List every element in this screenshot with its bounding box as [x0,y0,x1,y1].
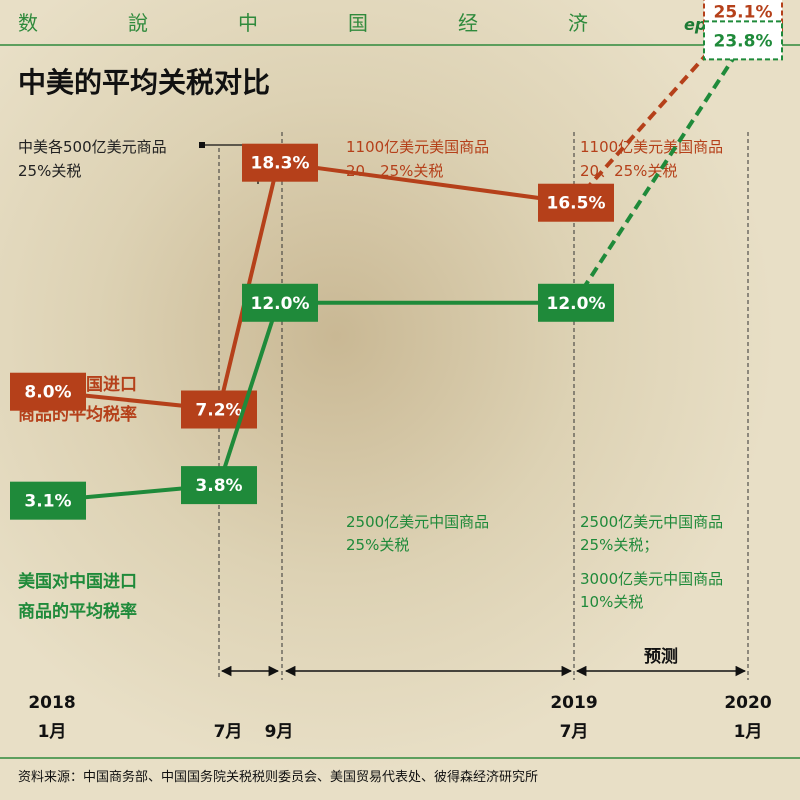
data-point: 12.0% [538,283,614,322]
series-line [46,300,576,503]
data-label: 23.8% [714,31,773,51]
masthead-char-3: 中 [238,11,258,35]
x-tick-text: 7月 [214,722,243,742]
series-label-line: 商品的平均税率 [18,601,137,622]
data-point: 8.0% [10,372,86,411]
forecast-label: 预测 [644,646,678,667]
forecast-line [572,39,747,304]
annotation-line: 20、25%关税 [580,162,677,180]
data-point-box [703,20,783,61]
data-point: 18.3% [242,143,318,182]
annotation-line: 1100亿美元美国商品 [346,138,489,156]
data-point-box [181,466,257,505]
x-tick-label: 2018 1月 [28,693,75,742]
data-label: 18.3% [251,154,310,174]
data-point-box [538,183,614,222]
masthead-char-4: 国 [348,11,368,35]
data-label: 3.1% [24,492,71,512]
data-label: 12.0% [251,294,310,314]
annotation-jul-2019-us: 2500亿美元中国商品 25%关税； 3000亿美元中国商品 10%关税 [580,513,723,611]
x-tick-text: 2019 [550,693,597,713]
data-label: 7.2% [195,401,242,421]
masthead-char-5: 经 [458,11,478,35]
data-point: 3.1% [10,481,86,520]
data-point: 16.5% [538,183,614,222]
x-tick-text: 9月 [265,722,294,742]
annotation-jul-2019-cn: 1100亿美元美国商品 20、25%关税 [580,138,723,180]
annotation-line: 25%关税； [580,536,658,554]
x-tick-label: 9月 [265,722,294,742]
chart-title: 中美的平均关税对比 [18,66,270,99]
annotation-line: 2500亿美元中国商品 [346,513,489,531]
annotation-line: 25%关税 [18,162,81,180]
annotation-line: 3000亿美元中国商品 [580,570,723,588]
data-point-box [538,283,614,322]
data-point: 3.8% [181,466,257,505]
series-label-line: 美国对中国进口 [18,571,137,592]
data-label: 25.1% [714,3,773,23]
series-layer: 8.0% 7.2% 18.3% 16.5% 25.1% 3.1% 3.8% 12.0% 12.0… [10,0,783,520]
x-tick-text: 2018 [28,693,75,713]
x-tick-text: 2020 [724,693,771,713]
masthead-char-2: 說 [128,11,148,35]
annotation-line: 25%关税 [346,536,409,554]
x-tick-text: 1月 [734,722,763,742]
data-point-box [242,283,318,322]
period-arrows: 预测 [220,646,747,677]
series-us: 3.1% 3.8% 12.0% 12.0% 23.8% [10,20,783,520]
x-tick-text: 1月 [38,722,67,742]
source-note: 资料来源：中国商务部、中国国务院关税税则委员会、美国贸易代表处、彼得森经济研究所 [18,769,538,785]
data-point: 12.0% [242,283,318,322]
data-label: 3.8% [195,476,242,496]
x-tick-text: 7月 [560,722,589,742]
masthead-char-6: 济 [568,11,588,35]
annotation-line: 中美各500亿美元商品 [18,138,167,156]
x-tick-label: 2019 7月 [550,693,597,742]
annotation-marker [199,142,205,148]
data-label: 12.0% [547,294,606,314]
x-tick-label: 2020 1月 [724,693,771,742]
data-point-box [10,372,86,411]
x-tick-label: 7月 [214,722,243,742]
data-point: 7.2% [181,390,257,429]
data-label: 8.0% [24,383,71,403]
data-point-box [10,481,86,520]
annotation-line: 1100亿美元美国商品 [580,138,723,156]
annotation-jul-2018: 中美各500亿美元商品 25%关税 [18,138,259,184]
forecast-point: 23.8% [703,20,783,61]
masthead-char-1: 数 [18,11,38,35]
data-point-box [242,143,318,182]
data-label: 16.5% [547,194,606,214]
x-axis-ticks: 2018 1月 7月 9月 2019 7月 2020 1月 [28,693,771,742]
annotation-line: 2500亿美元中国商品 [580,513,723,531]
series-label-us: 美国对中国进口 商品的平均税率 [18,571,137,622]
annotation-line: 10%关税 [580,593,643,611]
annotation-sep-2018-us: 2500亿美元中国商品 25%关税 [346,513,489,554]
